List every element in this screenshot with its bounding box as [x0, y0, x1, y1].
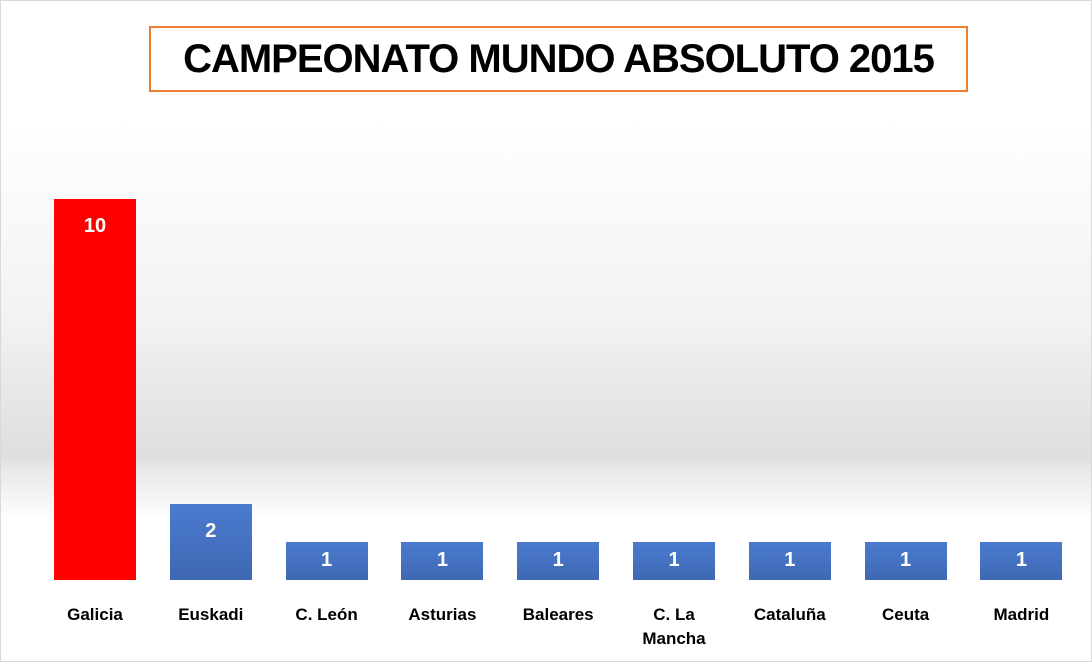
data-label: 1 — [668, 548, 680, 571]
data-label: 1 — [552, 548, 564, 571]
bar — [285, 541, 368, 580]
chart-title: CAMPEONATO MUNDO ABSOLUTO 2015 — [149, 26, 968, 92]
data-label: 1 — [784, 548, 796, 571]
data-label: 2 — [205, 519, 217, 542]
x-tick-label: Cataluña — [753, 605, 826, 624]
x-tick-label: C. León — [295, 605, 358, 624]
x-tick-label: Asturias — [408, 605, 477, 624]
bar — [864, 541, 947, 580]
bar — [748, 541, 831, 580]
bar — [980, 541, 1063, 580]
data-label: 1 — [321, 548, 333, 571]
bar — [54, 199, 136, 580]
data-label: 1 — [1015, 548, 1027, 571]
data-label: 10 — [83, 215, 107, 237]
data-label: 1 — [436, 548, 448, 571]
x-tick-label: C. La Mancha — [642, 605, 706, 648]
bar — [401, 541, 484, 580]
x-tick-label: Madrid — [993, 605, 1050, 624]
x-tick-label: Baleares — [522, 605, 594, 624]
x-tick-label: Euskadi — [178, 605, 244, 624]
x-tick-label: Ceuta — [881, 605, 930, 624]
bar — [517, 541, 600, 580]
data-label: 1 — [900, 548, 912, 571]
x-tick-label: Galicia — [67, 605, 123, 624]
bar — [633, 541, 715, 580]
bar — [169, 503, 252, 580]
